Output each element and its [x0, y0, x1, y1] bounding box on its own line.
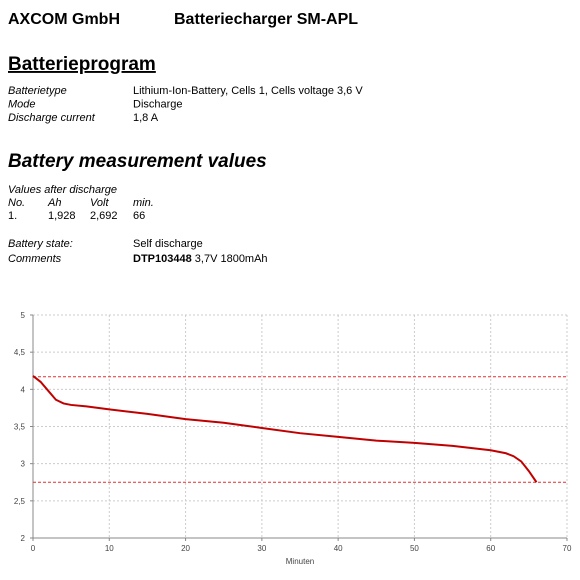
x-tick-label: 50 [410, 544, 419, 553]
column-header: Volt [90, 197, 109, 209]
cell: 1. [8, 210, 17, 222]
y-tick-label: 4,5 [14, 348, 26, 357]
data-line [32, 375, 538, 483]
column-header: min. [133, 197, 154, 209]
cell: 2,692 [90, 210, 118, 222]
label: Battery state: [8, 238, 73, 250]
cell: 66 [133, 210, 145, 222]
y-tick-label: 2 [21, 534, 26, 543]
column-header: Ah [47, 197, 61, 209]
x-tick-label: 10 [105, 544, 114, 553]
product: Batteriecharger SM-APL [174, 11, 358, 28]
section-title: Battery measurement values [8, 151, 267, 172]
section-title: Batterieprogram [8, 54, 156, 75]
label: Comments [8, 253, 62, 265]
y-tick-label: 2,5 [14, 497, 26, 506]
comment-text: 3,7V 1800mAh [192, 253, 268, 265]
value: Lithium-Ion-Battery, Cells 1, Cells volt… [133, 85, 363, 97]
column-header: No. [8, 197, 25, 209]
value: Discharge [133, 99, 183, 111]
x-tick-label: 30 [257, 544, 266, 553]
comment-id: DTP103448 [133, 253, 192, 265]
x-tick-label: 0 [31, 544, 36, 553]
x-axis-label: Minuten [286, 557, 314, 566]
label: Discharge current [8, 112, 96, 124]
value: Self discharge [133, 238, 203, 250]
cell: 1,928 [48, 210, 76, 222]
value: 1,8 A [133, 112, 159, 124]
label: Mode [8, 99, 36, 111]
y-tick-label: 3 [21, 460, 26, 469]
subtitle: Values after discharge [8, 184, 117, 196]
x-tick-label: 20 [181, 544, 190, 553]
x-tick-label: 60 [486, 544, 495, 553]
company: AXCOM GmbH [8, 11, 120, 28]
label: Batterietype [8, 85, 67, 97]
y-tick-label: 5 [21, 311, 26, 320]
comments: DTP103448 3,7V 1800mAh [133, 253, 268, 265]
x-tick-label: 70 [563, 544, 572, 553]
y-tick-label: 3,5 [14, 423, 26, 432]
y-tick-label: 4 [21, 385, 26, 394]
x-tick-label: 40 [334, 544, 343, 553]
